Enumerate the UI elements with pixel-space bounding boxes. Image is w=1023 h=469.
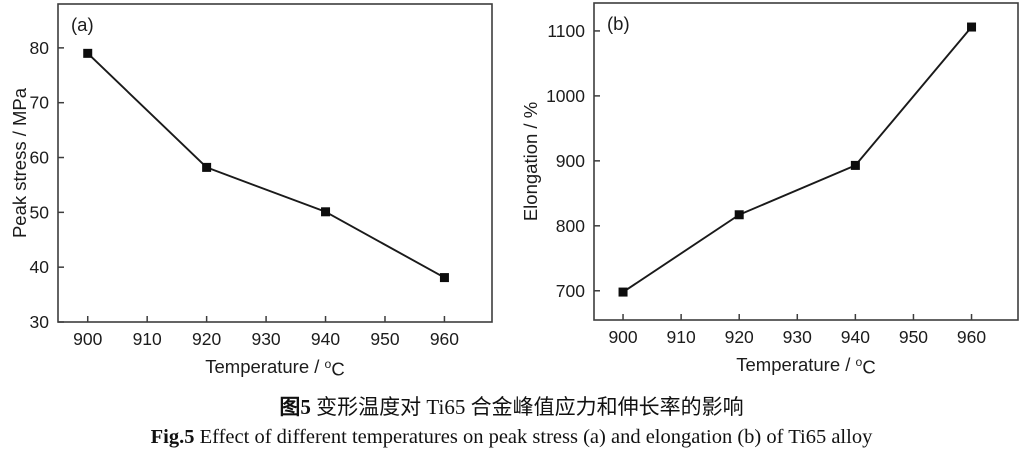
y-tick-label: 40	[30, 257, 50, 277]
y-axis-title: Peak stress / MPa	[9, 87, 30, 238]
x-tick-label: 960	[430, 329, 459, 349]
data-series	[83, 48, 449, 283]
x-tick-label: 920	[725, 327, 754, 347]
data-point-marker	[850, 160, 860, 170]
data-point-marker	[439, 273, 449, 283]
data-point-marker	[202, 162, 212, 172]
x-axis: 900 910 920 930 940 950 960 Temperature / oC	[608, 314, 986, 378]
y-axis-title: Elongation / %	[520, 102, 541, 221]
data-series	[618, 22, 977, 297]
x-tick-label: 930	[783, 327, 812, 347]
figure-caption: 图5 变形温度对 Ti65 合金峰值应力和伸长率的影响 Fig.5 Effect…	[0, 394, 1023, 450]
x-tick-label: 910	[667, 327, 696, 347]
y-tick-label: 50	[30, 202, 50, 222]
x-tick-label: 960	[957, 327, 986, 347]
y-tick-label: 80	[30, 38, 50, 58]
x-axis-title: Temperature / oC	[205, 356, 344, 380]
y-tick-label: 700	[556, 281, 585, 301]
y-tick-label: 800	[556, 216, 585, 236]
data-line	[87, 52, 445, 279]
plot-frame	[57, 3, 493, 323]
x-tick-label: 900	[608, 327, 637, 347]
caption-chinese-text: 变形温度对 Ti65 合金峰值应力和伸长率的影响	[310, 395, 744, 419]
line-chart-peak-stress: 900 910 920 930 940 950 960 Temperature / oC 30 4…	[9, 3, 493, 380]
data-line	[622, 26, 973, 293]
caption-english-prefix: Fig.5	[150, 426, 195, 448]
x-tick-label: 940	[841, 327, 870, 347]
plot-frame	[593, 2, 1019, 321]
data-point-marker	[967, 22, 977, 32]
data-point-marker	[83, 48, 93, 58]
x-tick-label: 940	[311, 329, 340, 349]
panel-label: (a)	[71, 14, 94, 35]
data-point-marker	[321, 207, 331, 217]
y-axis: 700 800 900 1000 1100 Elongation / %	[520, 21, 600, 301]
y-tick-label: 1000	[546, 86, 585, 106]
y-tick-label: 70	[30, 93, 50, 113]
x-tick-label: 930	[251, 329, 280, 349]
chart-panel-b: 900 910 920 930 940 950 960 Temperature / oC 700…	[511, 0, 1023, 392]
x-axis-title: Temperature / oC	[736, 354, 875, 378]
data-point-marker	[618, 287, 628, 297]
caption-chinese-prefix: 图5	[279, 395, 311, 419]
caption-chinese: 图5 变形温度对 Ti65 合金峰值应力和伸长率的影响	[0, 394, 1023, 420]
y-axis: 30 40 50 60 70 80 Peak stress / MPa	[9, 38, 64, 332]
y-tick-label: 60	[30, 148, 50, 168]
charts-row: 900 910 920 930 940 950 960 Temperature / oC 30 4…	[0, 0, 1023, 392]
x-tick-label: 900	[73, 329, 102, 349]
x-axis: 900 910 920 930 940 950 960 Temperature / oC	[73, 316, 459, 380]
x-tick-label: 950	[370, 329, 399, 349]
x-tick-label: 910	[133, 329, 162, 349]
y-tick-label: 900	[556, 151, 585, 171]
caption-english: Fig.5 Effect of different temperatures o…	[0, 424, 1023, 450]
y-tick-label: 1100	[547, 21, 585, 41]
chart-panel-a: 900 910 920 930 940 950 960 Temperature / oC 30 4…	[0, 0, 511, 392]
caption-english-text: Effect of different temperatures on peak…	[194, 426, 873, 448]
line-chart-elongation: 900 910 920 930 940 950 960 Temperature / oC 700…	[520, 2, 1019, 378]
y-tick-label: 30	[30, 312, 50, 332]
x-tick-label: 950	[899, 327, 928, 347]
x-tick-label: 920	[192, 329, 221, 349]
data-point-marker	[734, 210, 744, 220]
panel-label: (b)	[607, 13, 630, 34]
